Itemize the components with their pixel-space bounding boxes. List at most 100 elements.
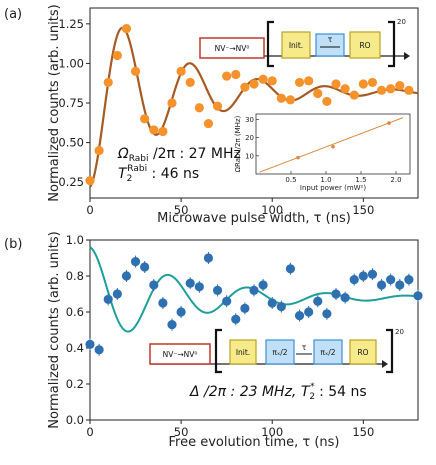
init-box	[229, 339, 257, 365]
init-label: Init.	[289, 41, 303, 50]
panel-a-ylabel: Normalized counts (arb. units)	[47, 4, 62, 201]
sequence-bracket-right	[386, 328, 394, 374]
data-point	[130, 257, 141, 267]
repeat-count: 20	[397, 18, 406, 26]
panel-b-label: (b)	[4, 237, 22, 252]
data-point	[386, 275, 396, 285]
panel-b: (b) 0.0 0.2 0.4 0.6 0.8 1.0 0 50 100 150 Normali…	[4, 231, 423, 450]
inset-data-point	[296, 155, 300, 160]
data-point	[404, 85, 414, 95]
inset-y-tick-label: 10	[245, 152, 254, 160]
panel-a-y-ticks: 0.25 0.50 0.75 1.00 1.25	[58, 17, 90, 189]
data-point	[304, 76, 314, 86]
panel-a-pulse-sequence: NV⁻→NV⁰ Init. τ RO 20	[199, 18, 410, 68]
data-point	[222, 71, 232, 81]
data-point	[240, 82, 250, 92]
data-point	[267, 76, 277, 86]
inset-data-point	[331, 144, 335, 149]
panel-b-xlabel: Free evolution time, τ (ns)	[169, 435, 340, 450]
data-point	[130, 66, 141, 76]
data-point	[304, 307, 314, 317]
y-tick-label: 1.00	[58, 56, 84, 70]
y-tick-label: 1.0	[66, 233, 84, 247]
data-point	[103, 294, 113, 304]
tau-box	[315, 33, 345, 57]
init-box	[281, 31, 311, 59]
data-point	[249, 285, 259, 295]
sequence-arrow-icon	[382, 360, 388, 368]
panel-a-xlabel: Microwave pulse width, τ (ns)	[157, 211, 351, 226]
sequence-bracket-right	[388, 20, 396, 68]
data-point	[194, 282, 204, 292]
inset-ylabel: ΩRabi /2π (MHz)	[234, 115, 242, 172]
inset-y-tick-label: 30	[245, 116, 254, 124]
data-point	[322, 96, 332, 107]
ro-box	[349, 339, 377, 365]
data-point	[212, 101, 223, 111]
panel-a-rabi-decay-time: T2Rabi : 46 ns	[118, 164, 199, 184]
data-point	[203, 118, 214, 129]
pi-half-pulse-2	[313, 339, 343, 365]
panel-a-inset: 0.5 1.0 1.5 2.0 10 20 30 Input power (mW²) ΩRa…	[234, 113, 411, 192]
data-point	[203, 253, 214, 263]
data-point	[313, 88, 323, 99]
data-point	[331, 79, 341, 89]
sequence-arrow-icon	[404, 52, 410, 60]
data-point	[185, 77, 195, 88]
y-tick-label: 0.25	[58, 175, 84, 189]
pi-half-label-2: πₓ/2	[320, 348, 335, 357]
data-point	[413, 291, 423, 301]
data-point	[167, 98, 177, 108]
data-point	[249, 79, 259, 89]
inset-x-tick-label: 0.5	[285, 176, 296, 184]
nv-conversion-box	[149, 343, 211, 365]
data-point	[376, 85, 387, 95]
data-point	[112, 50, 122, 61]
inset-x-tick-label: 1.5	[355, 176, 366, 184]
inset-x-tick-label: 1.0	[320, 176, 331, 184]
inset-fit-line	[259, 117, 404, 173]
data-point	[358, 271, 368, 281]
inset-ticks: 0.5 1.0 1.5 2.0 10 20 30	[245, 116, 401, 184]
data-point	[121, 271, 132, 281]
y-tick-label: 1.25	[58, 17, 84, 31]
x-tick-label: 0	[86, 425, 93, 439]
ro-label: RO	[357, 348, 368, 357]
data-point	[340, 293, 350, 303]
data-point	[395, 280, 405, 290]
data-point	[349, 275, 359, 285]
x-tick-label: 100	[261, 203, 283, 217]
y-tick-label: 0.4	[66, 341, 84, 355]
sequence-bracket-left	[266, 20, 274, 68]
data-point	[358, 79, 368, 89]
y-tick-label: 0.0	[66, 413, 84, 427]
panel-a-label: (a)	[4, 7, 22, 22]
y-tick-label: 0.8	[66, 269, 84, 283]
data-point	[322, 309, 332, 319]
inset-x-tick-label: 2.0	[390, 176, 401, 184]
data-point	[158, 298, 168, 308]
data-point	[267, 298, 277, 308]
x-tick-label: 100	[261, 425, 283, 439]
y-tick-label: 0.75	[58, 96, 84, 110]
data-point	[85, 175, 95, 186]
data-point	[276, 93, 286, 103]
inset-data-point	[387, 121, 391, 125]
repeat-count: 20	[395, 328, 404, 336]
panel-a-data-points	[85, 23, 414, 186]
data-point	[94, 345, 104, 355]
nv-conversion-label: NV⁻→NV⁰	[215, 44, 250, 53]
data-point	[149, 280, 159, 290]
nv-conversion-label: NV⁻→NV⁰	[163, 350, 198, 359]
data-point	[149, 125, 159, 135]
data-point	[121, 23, 132, 34]
data-point	[331, 289, 341, 299]
inset-data-points	[296, 121, 391, 160]
panel-a-x-ticks: 0 50 100 150	[86, 198, 374, 217]
panel-b-detuning-and-t2star: Δ /2π : 23 MHz, T2* : 54 ns	[189, 382, 367, 402]
panel-b-frame	[89, 239, 419, 421]
inset-y-tick-label: 20	[245, 134, 254, 142]
panel-a: (a) 0.25 0.50 0.75 1.00 1.25 0 50 100 150 Norma…	[4, 4, 419, 226]
data-point	[158, 126, 168, 137]
